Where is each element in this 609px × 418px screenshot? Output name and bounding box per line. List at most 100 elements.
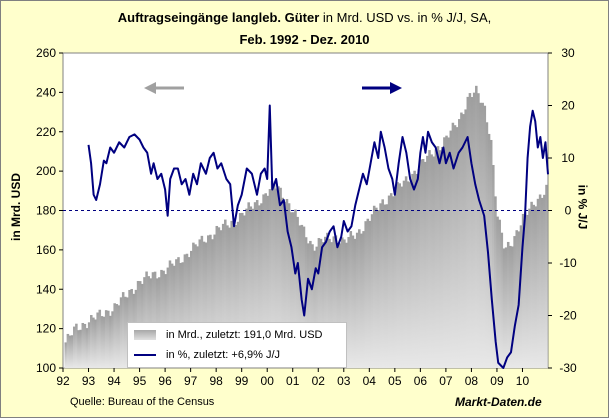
bar: [528, 208, 531, 368]
y-axis-right-title: in % J/J: [575, 184, 590, 230]
bar: [115, 304, 119, 368]
bar: [215, 225, 219, 368]
bar: [368, 220, 372, 368]
bar: [228, 227, 231, 368]
bar: [234, 225, 238, 368]
bar: [447, 137, 450, 368]
x-tick-label: 98: [209, 374, 223, 388]
bar: [538, 194, 542, 368]
bar: [483, 105, 487, 369]
x-tick-label: 94: [107, 374, 121, 388]
bar: [413, 170, 416, 368]
bar: [217, 227, 221, 368]
y-left-tick-label: 200: [36, 164, 56, 178]
y-right-tick-label: 10: [561, 151, 575, 165]
bar: [66, 333, 70, 368]
bar: [475, 85, 478, 368]
bar: [238, 213, 242, 368]
bar: [313, 250, 316, 368]
bar: [260, 203, 263, 368]
bar: [500, 232, 504, 368]
arrow-left-icon: [144, 82, 156, 94]
bar: [94, 319, 97, 368]
bar: [104, 310, 108, 368]
bar: [487, 133, 491, 368]
bar: [438, 150, 442, 368]
bar: [194, 244, 197, 368]
bar: [172, 265, 176, 368]
bar: [451, 122, 455, 368]
bar: [272, 183, 276, 368]
bar: [494, 196, 497, 368]
bar: [462, 114, 465, 368]
bar: [377, 210, 380, 368]
x-tick-label: 10: [516, 374, 530, 388]
bar: [87, 322, 91, 368]
bar: [411, 173, 414, 368]
bar: [249, 206, 253, 368]
bar: [379, 203, 382, 368]
bar: [79, 329, 82, 368]
bar: [145, 271, 148, 368]
bar: [449, 130, 453, 368]
legend: in Mrd., zuletzt: 191,0 Mrd. USD in %, z…: [127, 322, 347, 368]
legend-label-line: in %, zuletzt: +6,9% J/J: [166, 349, 281, 361]
bar: [396, 182, 399, 368]
bar: [362, 231, 365, 368]
bar: [241, 212, 244, 368]
bar: [455, 127, 459, 368]
bar: [270, 181, 274, 368]
y-right-tick-label: 20: [561, 99, 575, 113]
bar: [230, 220, 233, 368]
chart-title-bold: Auftragseingänge langleb. Güter: [117, 10, 320, 25]
x-tick-label: 07: [439, 374, 453, 388]
bar: [498, 219, 501, 368]
bar: [326, 232, 329, 368]
bar: [258, 205, 261, 368]
bar: [543, 194, 546, 368]
bar: [166, 267, 170, 368]
bar: [302, 226, 306, 368]
bar: [502, 248, 506, 368]
bar: [436, 146, 440, 368]
bar: [404, 176, 408, 368]
bar: [513, 236, 516, 368]
bar: [70, 335, 74, 368]
x-tick-label: 06: [414, 374, 428, 388]
bar: [353, 238, 357, 368]
bar: [496, 216, 499, 368]
bar: [523, 212, 527, 368]
x-tick-label: 96: [158, 374, 172, 388]
bar: [472, 92, 476, 368]
bar: [183, 254, 187, 368]
bar: [481, 102, 484, 369]
bar: [262, 194, 265, 368]
legend-swatch-bars: [134, 330, 156, 340]
bar: [526, 214, 529, 368]
bar: [275, 188, 278, 368]
bar: [445, 135, 448, 368]
bar: [509, 245, 512, 368]
bar: [202, 241, 206, 368]
bar: [209, 234, 212, 368]
bar: [372, 205, 376, 368]
bar: [338, 243, 342, 368]
x-tick-label: 97: [184, 374, 198, 388]
bar: [434, 149, 438, 368]
bar: [432, 156, 436, 368]
bar: [247, 202, 250, 368]
bar: [192, 242, 195, 368]
bar: [387, 195, 391, 368]
bar: [160, 269, 163, 368]
bar: [321, 242, 325, 368]
bar: [389, 193, 393, 368]
bar: [68, 335, 72, 368]
bar: [394, 190, 397, 368]
bar: [428, 150, 431, 368]
bar: [345, 242, 348, 368]
bar: [479, 102, 482, 368]
bar: [334, 235, 338, 368]
x-tick-label: 04: [363, 374, 377, 388]
bar: [213, 234, 216, 368]
